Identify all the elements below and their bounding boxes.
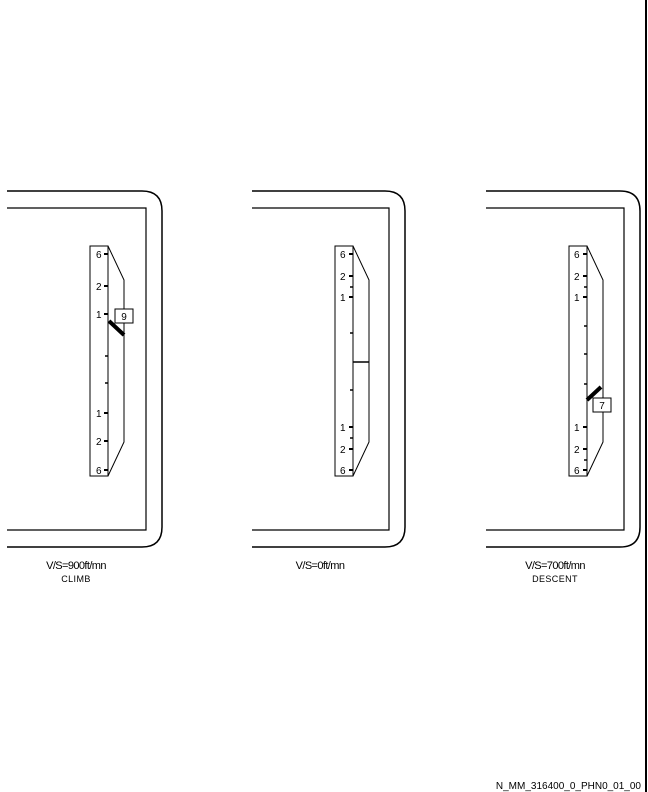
page-border-right: [645, 0, 647, 792]
vs-caption: V/S=900ft/mn: [46, 560, 106, 572]
vertical-speed-scale: 6 2 1 1 2 6: [568, 245, 604, 477]
scale-label: 2: [340, 445, 346, 456]
scale-band: [89, 245, 109, 477]
mode-caption: CLIMB: [61, 574, 91, 584]
scale-label: 6: [340, 250, 346, 261]
vertical-speed-scale: 6 2 1 1 2 6: [89, 245, 125, 477]
scale-label: 2: [340, 272, 346, 283]
scale-label: 2: [574, 272, 580, 283]
scale-label: 6: [96, 250, 102, 261]
vs-digital-box: [114, 308, 134, 324]
display-outer-frame: [7, 190, 163, 548]
scale-label: 6: [574, 250, 580, 261]
scale-label: 1: [574, 293, 580, 304]
scale-label: 6: [574, 466, 580, 477]
display-inner-frame: [7, 207, 147, 531]
panel-climb: 6 2 1 1 2 6 9 V/S=900ft/mn CLIMB: [7, 190, 163, 584]
scale-label: 2: [574, 445, 580, 456]
vs-caption: V/S=700ft/mn: [525, 560, 585, 572]
vs-needle: [107, 319, 126, 337]
scale-pointer-frame: [352, 245, 370, 477]
display-inner-frame: [486, 207, 625, 531]
scale-band: [568, 245, 588, 477]
vs-digital-value: 7: [599, 401, 605, 412]
scale-label: 1: [340, 293, 346, 304]
vs-needle: [585, 385, 603, 402]
vs-digital-value: 9: [121, 312, 127, 323]
scale-pointer-frame: [586, 245, 604, 477]
scale-band: [334, 245, 354, 477]
scale-label: 6: [340, 466, 346, 477]
scale-pointer-frame: [107, 245, 125, 477]
figure-reference-code: N_MM_316400_0_PHN0_01_00: [496, 781, 642, 792]
display-outer-frame: [486, 190, 641, 548]
scale-label: 1: [574, 423, 580, 434]
panel-level: 6 2 1 1 2 6 V/S=0ft/mn: [252, 190, 406, 572]
scale-label: 1: [340, 423, 346, 434]
vs-digital-box: [592, 397, 612, 413]
scale-label: 1: [96, 409, 102, 420]
vs-caption: V/S=0ft/mn: [296, 560, 345, 572]
scale-label: 2: [96, 282, 102, 293]
panel-descent: 6 2 1 1 2 6 7 V/S=700ft/mn DESCENT: [486, 190, 641, 584]
display-inner-frame: [252, 207, 390, 531]
mode-caption: DESCENT: [532, 574, 578, 584]
vertical-speed-scale: 6 2 1 1 2 6: [334, 245, 370, 477]
display-outer-frame: [252, 190, 406, 548]
scale-label: 2: [96, 437, 102, 448]
scale-label: 1: [96, 310, 102, 321]
scale-label: 6: [96, 466, 102, 477]
